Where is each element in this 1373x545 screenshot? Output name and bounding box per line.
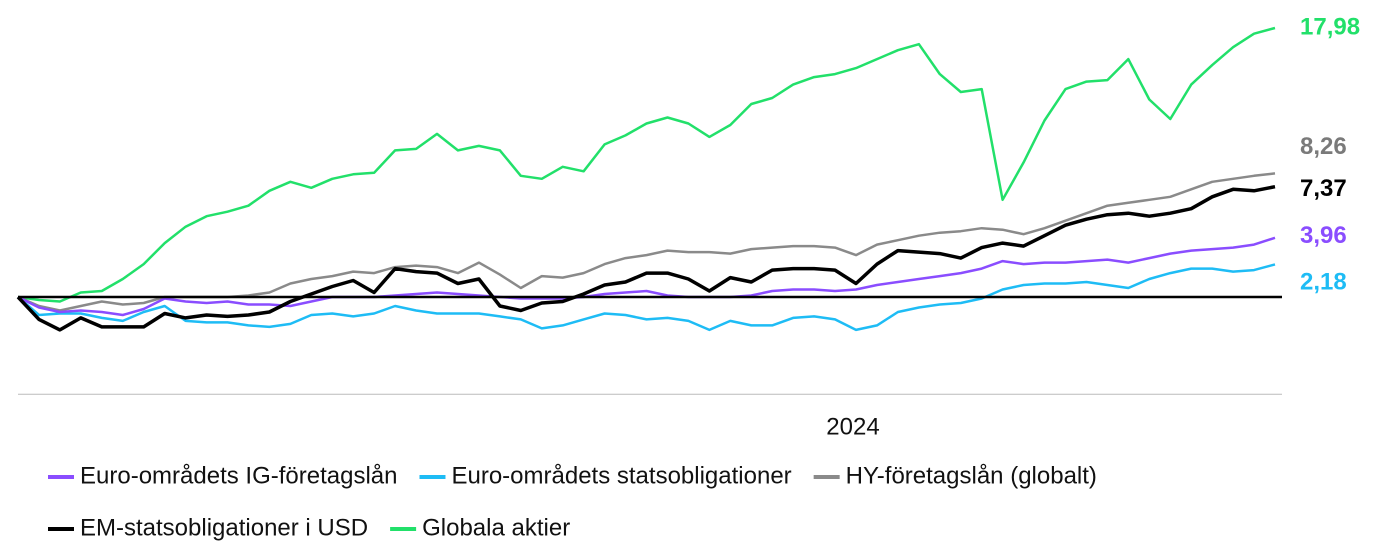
legend-label: EM-statsobligationer i USD [80,514,368,541]
x-tick-label: 2024 [826,414,879,441]
legend-label: Euro-områdets IG-företagslån [80,462,397,489]
end-label: 17,98 [1300,13,1360,40]
legend-label: Euro-områdets statsobligationer [451,462,791,489]
series-line [17,26,1276,303]
series-line [17,263,1276,332]
end-label: 8,26 [1300,133,1347,160]
series-line [16,184,1276,332]
series-line [17,236,1276,317]
end-label: 7,37 [1300,175,1347,202]
legend-label: Globala aktier [422,514,570,541]
legend-label: HY-företagslån (globalt) [846,462,1097,489]
end-label: 2,18 [1300,269,1347,296]
end-label: 3,96 [1300,222,1347,249]
